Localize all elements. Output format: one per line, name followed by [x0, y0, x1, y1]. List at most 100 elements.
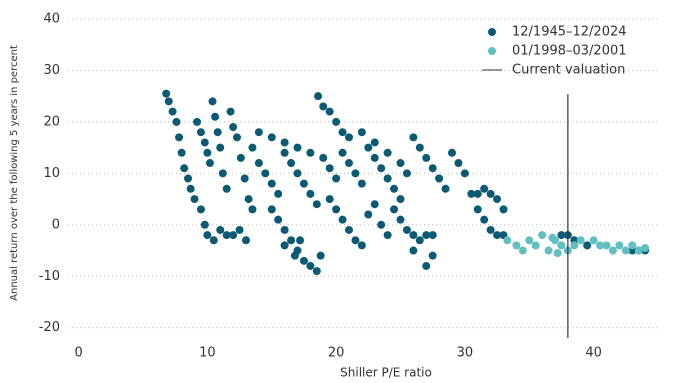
- data-point: [409, 133, 418, 142]
- data-point: [503, 236, 512, 245]
- y-axis-label: Annual return over the following 5 years…: [9, 45, 20, 301]
- data-point: [370, 153, 379, 162]
- data-point: [168, 107, 177, 116]
- data-point: [596, 241, 605, 250]
- data-point: [480, 215, 489, 224]
- data-point: [290, 251, 299, 260]
- data-point: [448, 148, 456, 157]
- data-point: [184, 174, 193, 183]
- data-point: [383, 148, 392, 157]
- data-point: [531, 241, 540, 250]
- data-point: [267, 179, 276, 188]
- data-point: [338, 128, 347, 137]
- data-point: [338, 215, 347, 224]
- legend-marker: [488, 28, 496, 36]
- data-point: [293, 143, 302, 152]
- data-point: [345, 133, 353, 142]
- data-point: [428, 251, 437, 260]
- data-point: [441, 184, 450, 193]
- data-point: [460, 169, 469, 178]
- data-point: [299, 256, 308, 265]
- data-point: [390, 205, 399, 214]
- data-point: [180, 164, 189, 173]
- data-point: [544, 246, 553, 255]
- data-point: [325, 107, 334, 116]
- x-tick-label: 30: [457, 346, 474, 361]
- data-point: [314, 92, 323, 101]
- data-point: [473, 189, 482, 198]
- data-point: [332, 205, 341, 214]
- data-point: [274, 215, 283, 224]
- data-point: [203, 148, 212, 157]
- data-point: [203, 231, 212, 240]
- data-point: [312, 200, 321, 209]
- data-point: [200, 220, 209, 229]
- data-point: [172, 117, 181, 126]
- data-point: [486, 225, 495, 234]
- data-point: [415, 236, 424, 245]
- y-tick-label: 20: [43, 114, 60, 129]
- data-point: [422, 231, 431, 240]
- data-point: [422, 261, 431, 270]
- data-point: [390, 184, 399, 193]
- data-point: [357, 128, 366, 137]
- y-tick-label: 0: [52, 217, 60, 232]
- data-point: [370, 200, 379, 209]
- data-point: [316, 251, 325, 260]
- data-point: [200, 138, 209, 147]
- data-point: [261, 169, 270, 178]
- data-point: [312, 267, 321, 276]
- data-point: [428, 164, 437, 173]
- data-point: [332, 174, 341, 183]
- data-point: [357, 241, 366, 250]
- data-point: [280, 241, 289, 250]
- data-point: [493, 231, 502, 240]
- data-point: [205, 159, 214, 168]
- data-point: [345, 159, 353, 168]
- data-point: [383, 174, 392, 183]
- data-point: [175, 133, 184, 142]
- y-tick-label: -10: [39, 269, 60, 284]
- data-point: [162, 89, 171, 98]
- data-point: [589, 236, 598, 245]
- data-point: [164, 97, 173, 106]
- data-point: [351, 236, 360, 245]
- data-point: [548, 233, 557, 242]
- data-point: [211, 112, 220, 121]
- y-tick-label: -20: [39, 320, 60, 335]
- data-point: [364, 143, 373, 152]
- data-point: [518, 246, 527, 255]
- x-tick-label: 10: [199, 346, 216, 361]
- x-tick-label: 40: [585, 346, 602, 361]
- legend-label: 12/1945–12/2024: [512, 25, 627, 40]
- data-point: [226, 107, 235, 116]
- data-point: [628, 241, 637, 250]
- data-point: [248, 143, 257, 152]
- data-point: [196, 128, 205, 137]
- data-point: [512, 241, 521, 250]
- data-point: [319, 102, 328, 111]
- data-point: [332, 117, 341, 126]
- data-point: [216, 143, 225, 152]
- data-point: [235, 225, 244, 234]
- data-point: [396, 215, 405, 224]
- x-tick-label: 0: [74, 346, 82, 361]
- data-point: [293, 169, 302, 178]
- data-point: [229, 123, 238, 132]
- data-point: [280, 225, 289, 234]
- data-point: [244, 195, 253, 204]
- data-point: [402, 225, 411, 234]
- data-point: [325, 164, 334, 173]
- legend-label: 01/1998–03/2001: [512, 44, 627, 59]
- data-point: [267, 205, 276, 214]
- data-point: [409, 231, 418, 240]
- data-point: [216, 225, 225, 234]
- data-point: [499, 205, 508, 214]
- data-point: [208, 97, 217, 106]
- x-tick-label: 20: [328, 346, 345, 361]
- x-axis-label: Shiller P/E ratio: [340, 366, 432, 380]
- data-point: [287, 236, 296, 245]
- y-tick-label: 40: [43, 11, 60, 26]
- data-point: [473, 205, 482, 214]
